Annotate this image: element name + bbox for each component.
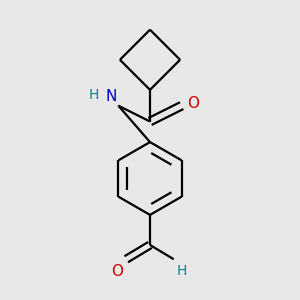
Text: O: O xyxy=(111,264,123,279)
Text: H: H xyxy=(177,264,187,278)
Text: O: O xyxy=(188,96,200,111)
Text: N: N xyxy=(105,89,117,104)
Text: H: H xyxy=(88,88,99,102)
